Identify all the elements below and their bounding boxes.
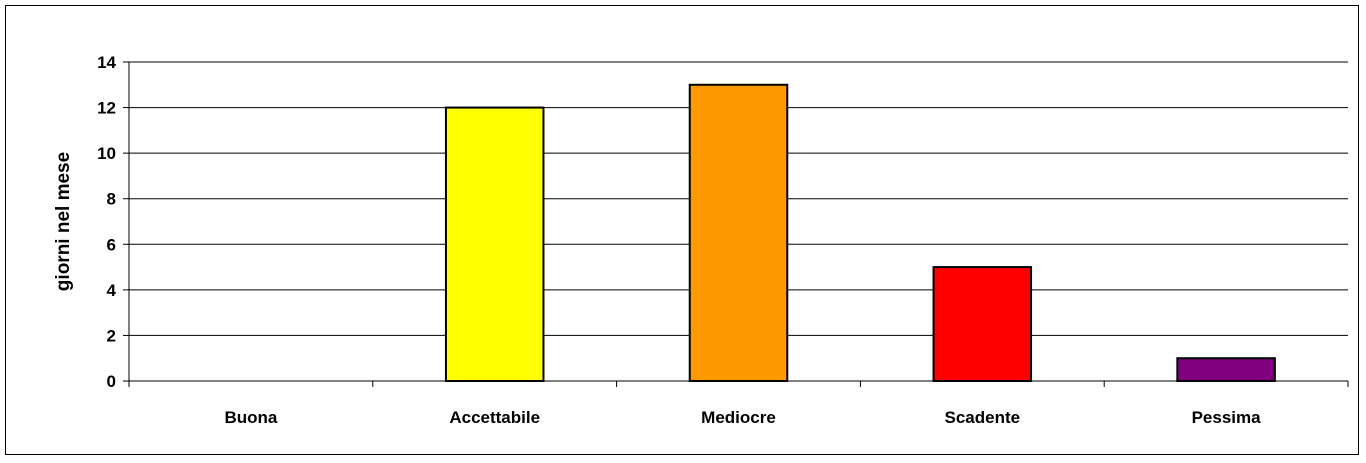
y-tick-label: 10 bbox=[97, 144, 116, 163]
y-tick-labels: 0 2 4 6 8 10 12 14 bbox=[97, 53, 116, 391]
y-tick-label: 8 bbox=[107, 190, 116, 209]
x-category-label: Accettabile bbox=[449, 408, 540, 427]
y-tick-label: 4 bbox=[107, 281, 117, 300]
x-category-label: Scadente bbox=[945, 408, 1021, 427]
y-tick-label: 12 bbox=[97, 99, 116, 118]
bar-pessima bbox=[1176, 357, 1276, 383]
chart-frame bbox=[5, 5, 1359, 455]
x-category-label: Pessima bbox=[1192, 408, 1262, 427]
bars bbox=[444, 83, 1276, 383]
y-tick-label: 14 bbox=[97, 53, 116, 72]
bar-mediocre bbox=[688, 83, 789, 383]
y-tick-label: 0 bbox=[107, 372, 116, 391]
y-axis-title: giorni nel mese bbox=[53, 152, 74, 291]
x-category-label: Mediocre bbox=[701, 408, 776, 427]
axes bbox=[123, 61, 1349, 387]
y-tick-label: 2 bbox=[107, 326, 116, 345]
bar-accettabile bbox=[444, 106, 545, 382]
x-category-label: Buona bbox=[224, 408, 277, 427]
x-category-labels: Buona Accettabile Mediocre Scadente Pessima bbox=[224, 408, 1261, 427]
y-tick-label: 6 bbox=[107, 235, 116, 254]
bar-scadente bbox=[932, 266, 1033, 383]
